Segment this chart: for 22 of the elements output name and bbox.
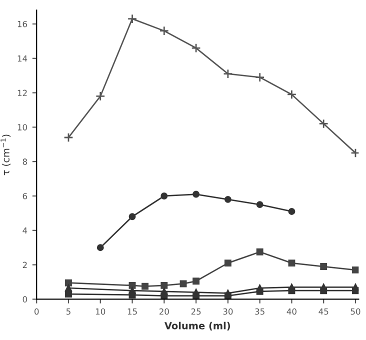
x-tick-label: 40 — [286, 308, 296, 315]
y-tick-label: 2 — [22, 262, 27, 268]
x-tick-label: 15 — [128, 308, 137, 315]
y-tick-label: 6 — [22, 192, 28, 200]
y-tick-label: 4 — [22, 227, 28, 234]
y-axis-title: τ (cm$^{−1}$) — [0, 134, 11, 176]
y-tick-label: 14 — [18, 55, 28, 62]
x-tick-label: 5 — [66, 308, 70, 315]
x-tick-label: 45 — [318, 308, 328, 315]
x-tick-label: 25 — [191, 308, 201, 315]
x-tick-label: 30 — [223, 308, 233, 315]
x-tick-label: 20 — [159, 308, 169, 315]
y-tick-label: 16 — [18, 20, 28, 28]
x-axis-title: Volume (ml) — [164, 322, 230, 331]
x-tick-label: 0 — [34, 308, 39, 315]
x-tick-label: 35 — [255, 308, 264, 315]
y-tick-label: 0 — [22, 296, 28, 302]
x-tick-label: 10 — [96, 308, 106, 315]
y-tick-label: 12 — [18, 90, 27, 96]
y-tick-label: 8 — [22, 158, 27, 165]
x-tick-label: 50 — [350, 308, 360, 315]
y-tick-label: 10 — [18, 124, 28, 130]
